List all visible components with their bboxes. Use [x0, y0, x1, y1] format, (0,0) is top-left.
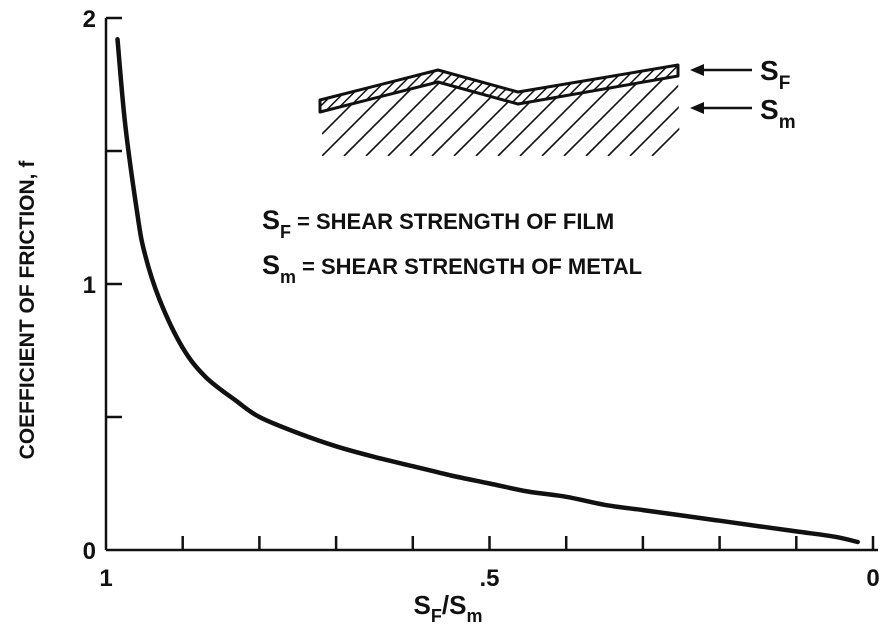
- x-axis-title: SF/Sm: [414, 590, 483, 626]
- legend-metal-definition: Sm = SHEAR STRENGTH OF METAL: [262, 250, 642, 287]
- sf-arrow: [690, 64, 752, 76]
- friction-curve: [115, 37, 860, 545]
- x-tick-label-2: 0: [866, 565, 879, 592]
- y-tick-label-2: 2: [83, 6, 96, 33]
- y-tick-label-1: 1: [83, 272, 96, 299]
- x-tick-labels: 1.5 0: [99, 565, 879, 592]
- y-tick-labels: 0 1 2: [83, 6, 96, 565]
- x-tick-label-0: 1: [99, 565, 112, 592]
- y-tick-label-0: 0: [83, 538, 96, 565]
- sm-arrow-label: Sm: [760, 94, 796, 133]
- y-axis-title: COEFFICIENT OF FRICTION, f: [16, 160, 39, 460]
- sf-arrow-label: SF: [760, 55, 790, 94]
- x-ticks: [181, 536, 875, 550]
- legend-film-definition: SF = SHEAR STRENGTH OF FILM: [262, 205, 614, 242]
- surface-schematic: SF Sm: [318, 55, 796, 156]
- film-layer: [318, 63, 680, 114]
- sm-arrow: [690, 102, 752, 114]
- x-tick-label-1: .5: [479, 565, 499, 592]
- y-ticks: [106, 149, 122, 419]
